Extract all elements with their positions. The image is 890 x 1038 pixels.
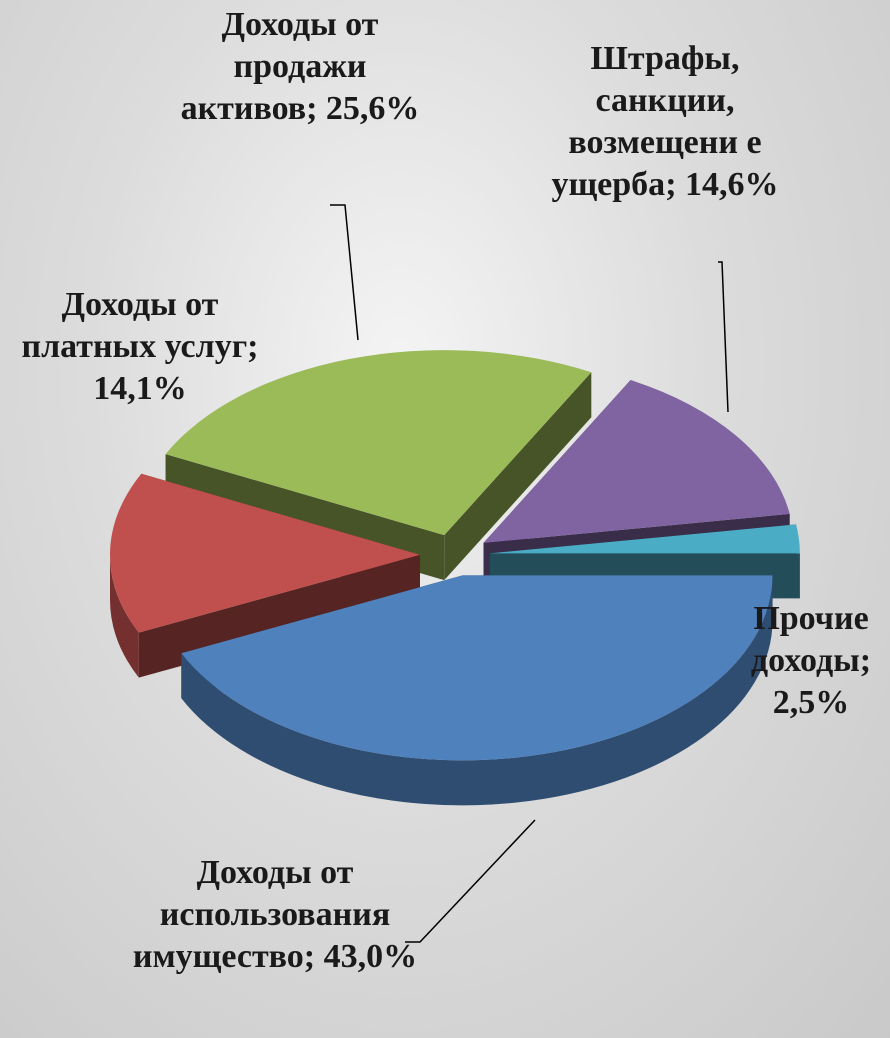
slice bbox=[110, 473, 421, 633]
slice-wall bbox=[181, 575, 773, 806]
slice bbox=[181, 575, 773, 761]
data-label: Доходы от использования имущество; 43,0% bbox=[120, 852, 430, 978]
leader-line bbox=[718, 261, 729, 413]
category: Прочие доходы bbox=[750, 600, 869, 679]
data-label: Прочие доходы; 2,5% bbox=[726, 598, 890, 724]
separator: ; bbox=[859, 642, 872, 679]
data-label: Доходы от продажи активов; 25,6% bbox=[180, 4, 420, 130]
slice bbox=[489, 524, 800, 554]
value-label: 43,0% bbox=[323, 938, 418, 975]
separator: ; bbox=[306, 90, 318, 127]
value-label: 14,6% bbox=[685, 166, 779, 203]
separator: ; bbox=[665, 166, 677, 203]
leader-line bbox=[330, 204, 359, 341]
category: Доходы от продажи активов bbox=[180, 6, 379, 127]
category: Доходы от платных услуг bbox=[21, 286, 248, 365]
data-label: Штрафы, санкции, возмещени е ущерба; 14,… bbox=[540, 38, 790, 206]
slice-wall bbox=[110, 554, 139, 678]
separator: ; bbox=[303, 938, 316, 975]
slice bbox=[165, 350, 592, 536]
value-label: 25,6% bbox=[325, 90, 420, 127]
category: Доходы от использования имущество bbox=[132, 854, 391, 975]
slice bbox=[483, 380, 790, 543]
category: Штрафы, санкции, возмещени е ущерба bbox=[551, 40, 762, 203]
value-label: 14,1% bbox=[93, 370, 187, 407]
slice-side bbox=[444, 372, 592, 581]
data-label: Доходы от платных услуг; 14,1% bbox=[10, 284, 270, 410]
separator: ; bbox=[247, 328, 259, 365]
leader-line bbox=[405, 819, 536, 943]
value-label: 2,5% bbox=[772, 684, 850, 721]
